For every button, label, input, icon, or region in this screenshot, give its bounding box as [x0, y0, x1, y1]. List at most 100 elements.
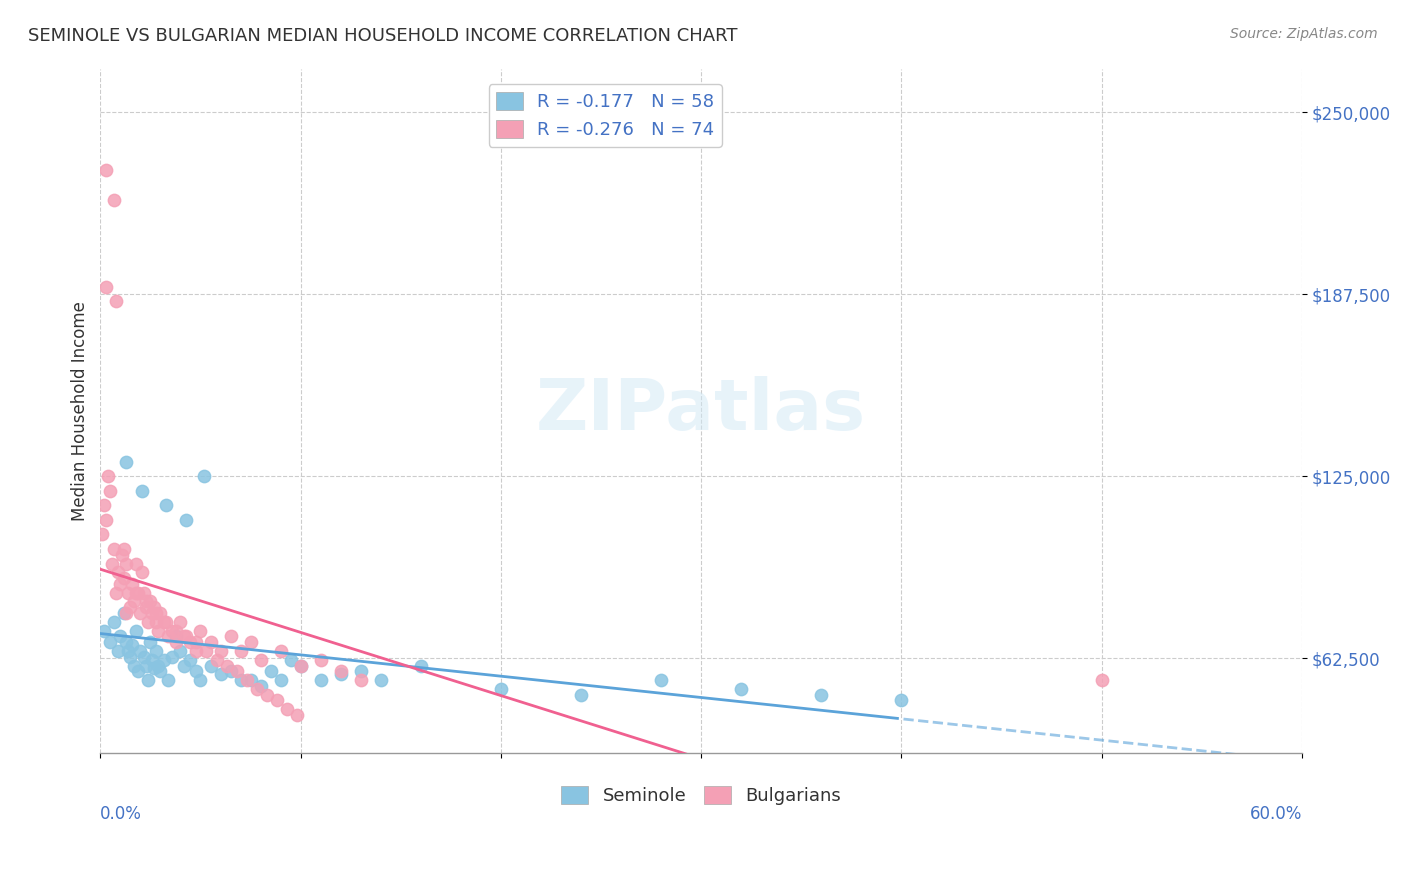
Point: [98, 483, 121, 498]
Point: [186, 644, 208, 658]
Point: [249, 653, 271, 667]
Point: [270, 673, 292, 687]
Point: [409, 658, 432, 673]
Point: [110, 577, 132, 591]
Point: [176, 629, 198, 643]
Point: [489, 681, 512, 696]
Point: [157, 673, 180, 687]
Point: [162, 649, 184, 664]
Point: [111, 548, 134, 562]
Point: [117, 644, 139, 658]
Point: [127, 665, 149, 679]
Point: [110, 629, 132, 643]
Point: [173, 658, 195, 673]
Point: [179, 635, 201, 649]
Point: [215, 658, 238, 673]
Point: [209, 667, 232, 681]
Point: [103, 193, 125, 207]
Point: [96, 513, 118, 527]
Point: [129, 644, 152, 658]
Point: [290, 658, 312, 673]
Point: [149, 606, 172, 620]
Point: [229, 673, 252, 687]
Point: [141, 606, 163, 620]
Point: [96, 280, 118, 294]
Point: [169, 615, 191, 629]
Point: [97, 469, 120, 483]
Point: [93, 499, 115, 513]
Point: [329, 667, 352, 681]
Point: [266, 693, 288, 707]
Point: [131, 566, 153, 580]
Point: [138, 673, 160, 687]
Point: [153, 653, 176, 667]
Point: [270, 644, 292, 658]
Point: [135, 600, 157, 615]
Text: ZIPatlas: ZIPatlas: [536, 376, 866, 445]
Point: [350, 665, 373, 679]
Point: [153, 615, 176, 629]
Point: [169, 644, 191, 658]
Point: [225, 665, 247, 679]
Point: [96, 163, 118, 178]
Point: [134, 649, 156, 664]
Point: [186, 635, 208, 649]
Point: [205, 653, 228, 667]
Point: [155, 615, 177, 629]
Point: [179, 653, 201, 667]
Point: [124, 594, 146, 608]
Point: [370, 673, 392, 687]
Point: [124, 658, 146, 673]
Point: [115, 455, 138, 469]
Point: [98, 635, 121, 649]
Point: [166, 635, 188, 649]
Point: [148, 658, 170, 673]
Point: [329, 665, 352, 679]
Point: [120, 600, 142, 615]
Point: [125, 585, 148, 599]
Point: [650, 673, 672, 687]
Point: [107, 566, 129, 580]
Point: [129, 606, 152, 620]
Point: [115, 606, 138, 620]
Point: [350, 673, 373, 687]
Point: [125, 624, 148, 638]
Point: [143, 600, 166, 615]
Legend: Seminole, Bulgarians: Seminole, Bulgarians: [554, 779, 849, 813]
Text: Source: ZipAtlas.com: Source: ZipAtlas.com: [1230, 27, 1378, 41]
Point: [148, 624, 170, 638]
Point: [105, 294, 128, 309]
Point: [290, 658, 312, 673]
Point: [309, 673, 332, 687]
Point: [155, 499, 177, 513]
Point: [810, 688, 832, 702]
Point: [115, 557, 138, 571]
Point: [157, 629, 180, 643]
Point: [112, 606, 135, 620]
Point: [176, 513, 198, 527]
Point: [200, 635, 222, 649]
Y-axis label: Median Household Income: Median Household Income: [72, 301, 89, 521]
Point: [162, 624, 184, 638]
Point: [135, 594, 157, 608]
Point: [890, 693, 912, 707]
Point: [219, 665, 242, 679]
Point: [249, 679, 271, 693]
Point: [195, 644, 218, 658]
Point: [190, 673, 212, 687]
Text: 60.0%: 60.0%: [1250, 805, 1302, 823]
Point: [730, 681, 752, 696]
Point: [149, 665, 172, 679]
Point: [107, 644, 129, 658]
Point: [139, 594, 162, 608]
Point: [93, 624, 115, 638]
Point: [145, 615, 167, 629]
Point: [190, 624, 212, 638]
Point: [125, 557, 148, 571]
Point: [103, 541, 125, 556]
Point: [115, 635, 138, 649]
Point: [134, 585, 156, 599]
Point: [145, 644, 167, 658]
Point: [276, 702, 298, 716]
Point: [1091, 673, 1114, 687]
